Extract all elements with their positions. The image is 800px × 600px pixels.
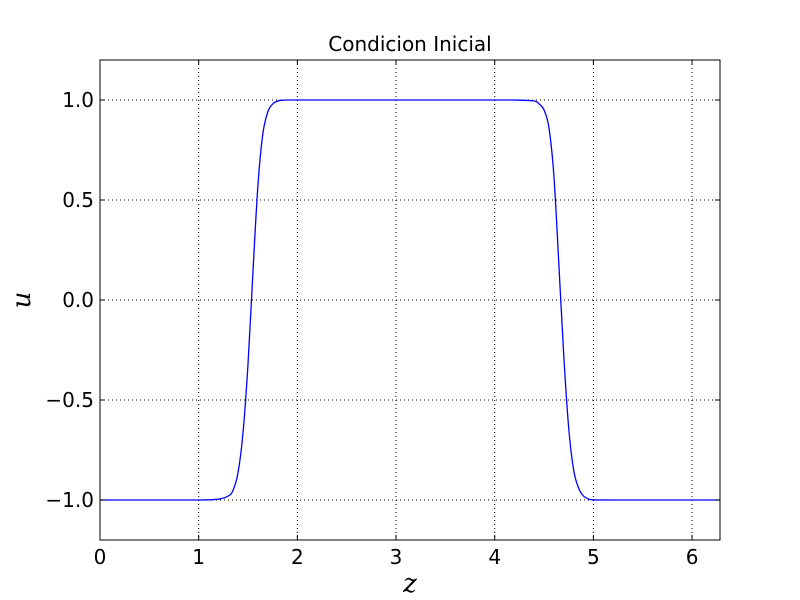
y-tick-label: 0.5 [62,188,94,212]
y-tick-label: −1.0 [45,488,94,512]
x-tick-label: 1 [192,545,205,569]
x-tick-label: 6 [686,545,699,569]
series-line-0 [99,99,720,501]
x-tick-label: 5 [587,545,600,569]
y-tick-label: −0.5 [45,388,94,412]
x-tick-label: 2 [291,545,304,569]
y-tick-label: 1.0 [62,88,94,112]
x-tick-label: 3 [390,545,403,569]
ticks: 0 1 2 3 4 5 6 −1.0 −0.5 0.0 0.5 1.0 [45,60,720,569]
chart-title: Condicion Inicial [328,32,491,56]
x-tick-label: 4 [488,545,501,569]
y-tick-label: 0.0 [62,288,94,312]
x-tick-label: 0 [94,545,107,569]
y-axis-label: u [7,292,37,309]
x-axis-label: z [402,569,417,599]
series-layer [99,99,720,501]
